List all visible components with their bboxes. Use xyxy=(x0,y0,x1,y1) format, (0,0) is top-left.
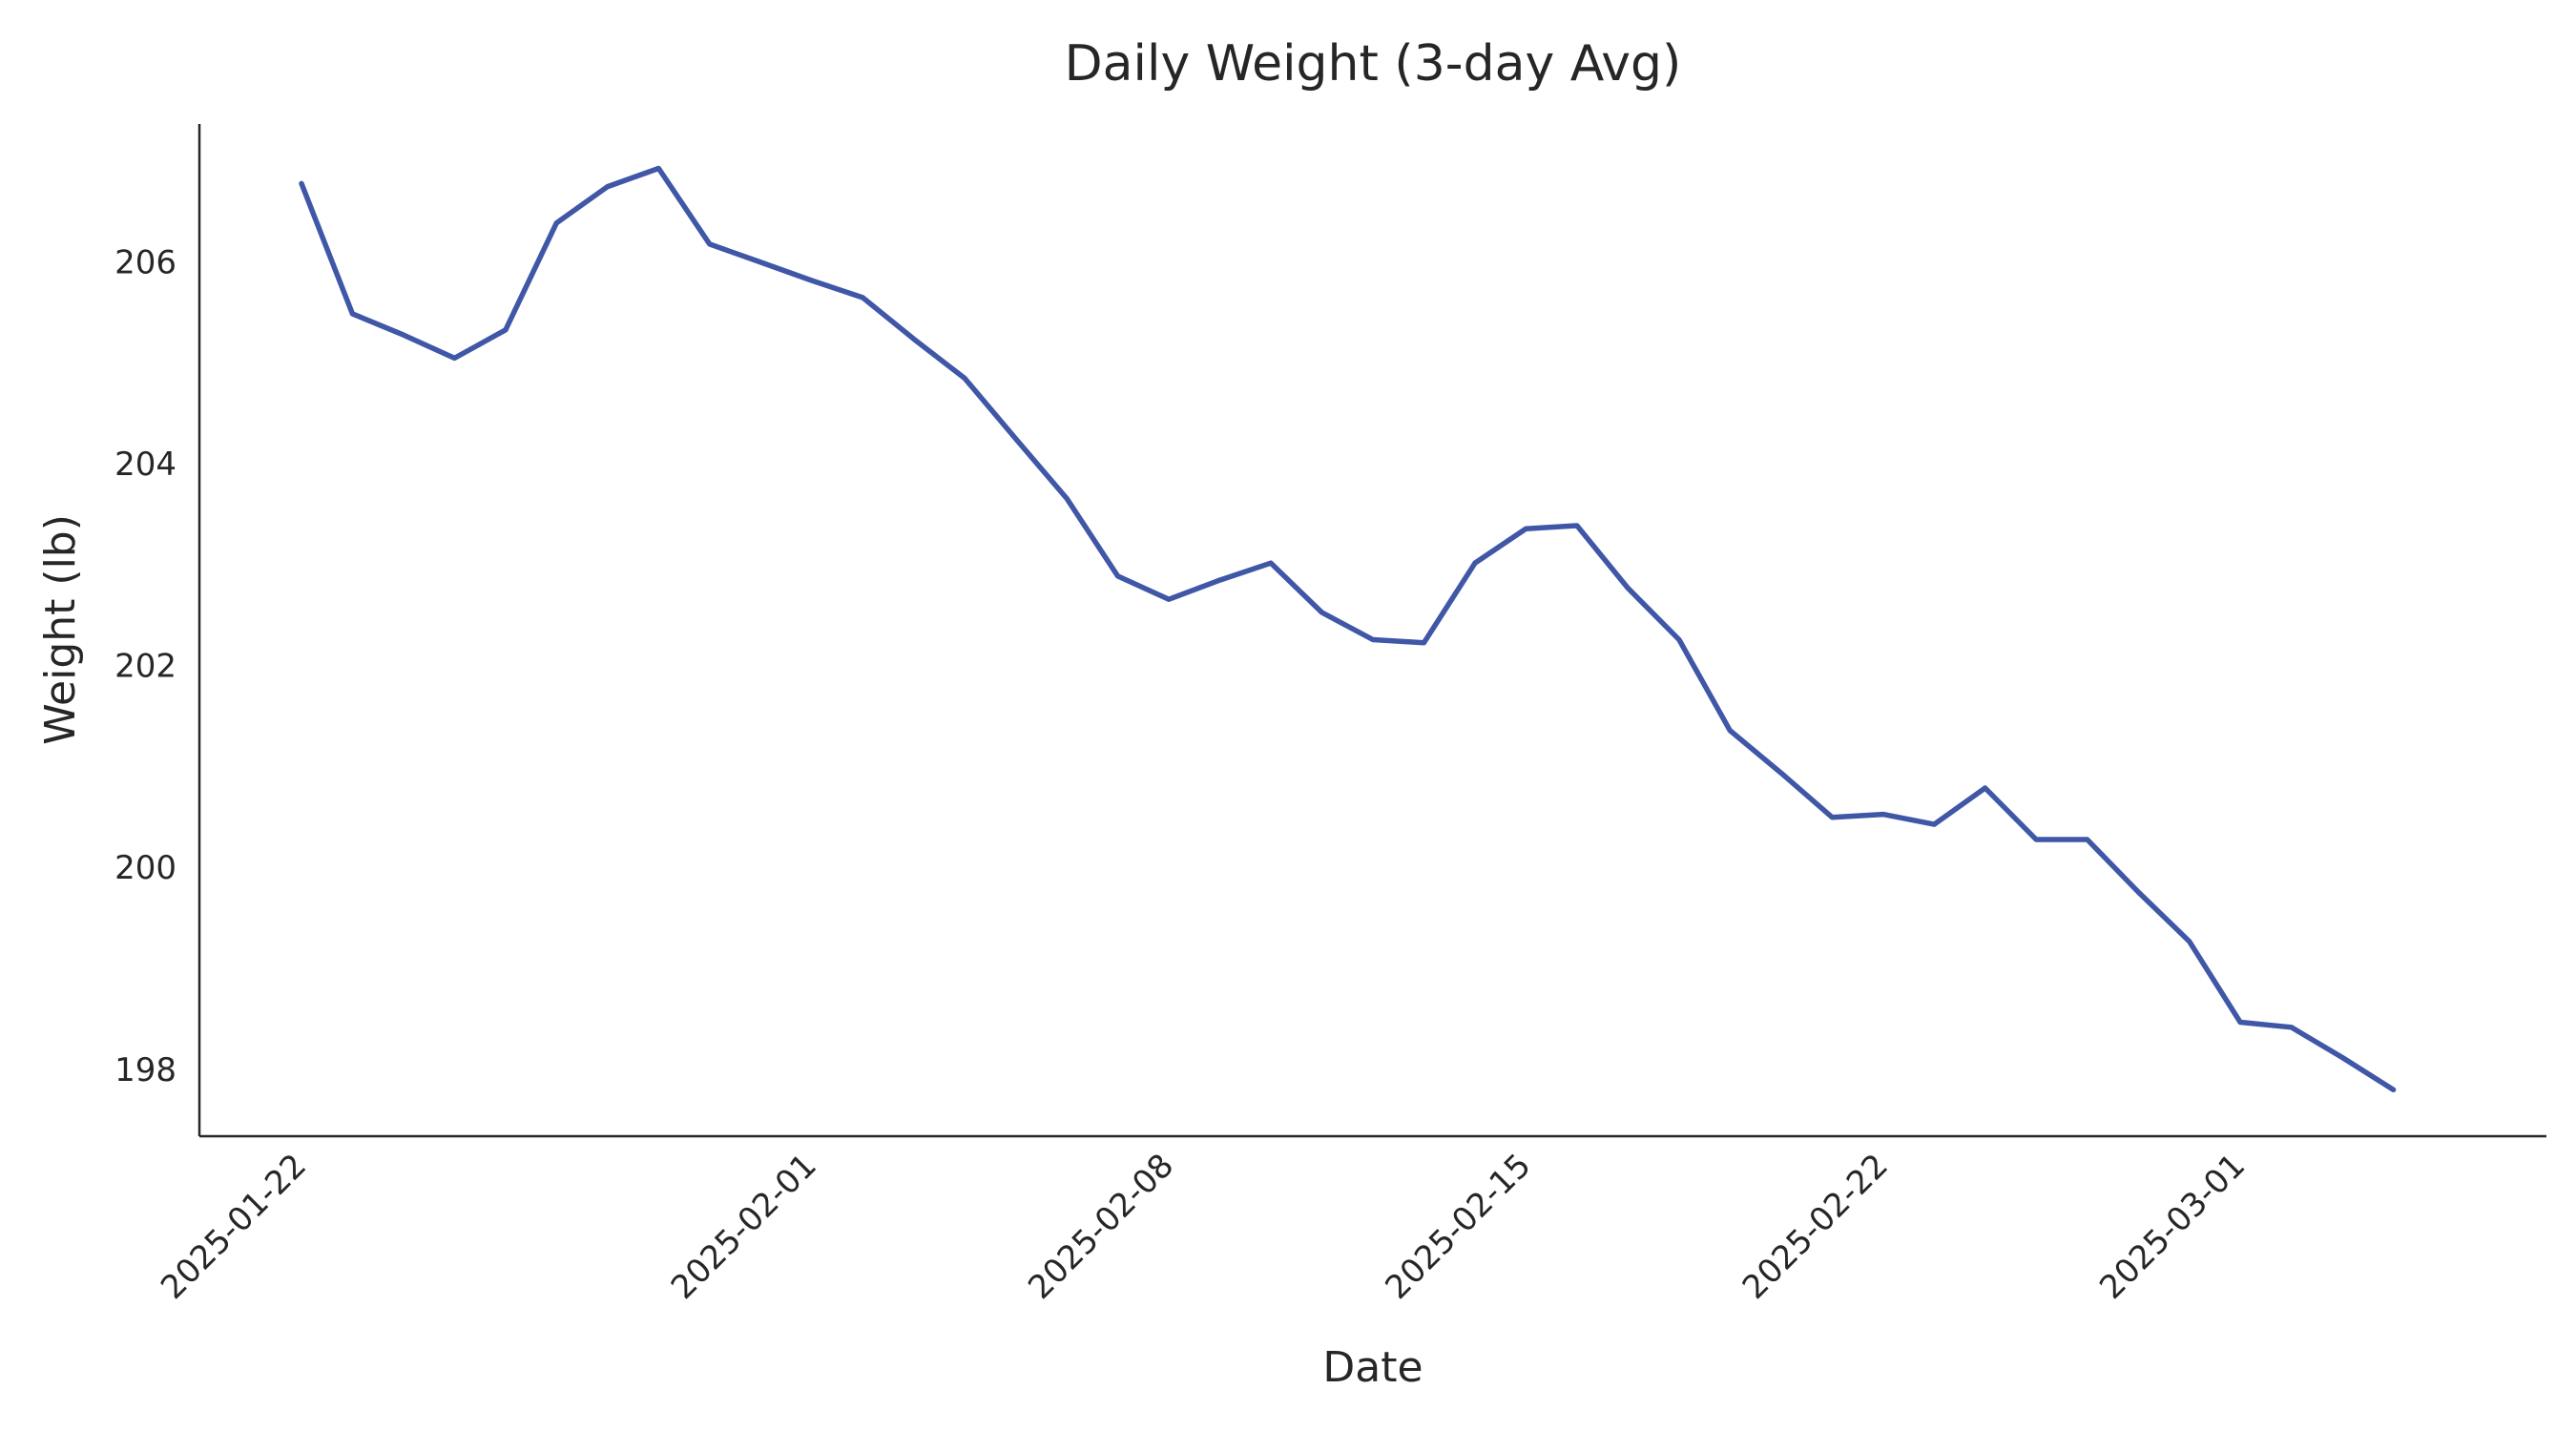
y-axis-label: Weight (lb) xyxy=(36,514,85,745)
x-tick-label: 2025-02-01 xyxy=(664,1147,824,1307)
x-tick-label: 2025-03-01 xyxy=(2092,1147,2253,1307)
x-tick-label: 2025-01-22 xyxy=(154,1147,314,1307)
y-tick-label: 202 xyxy=(114,648,177,686)
data-line xyxy=(299,165,2397,1093)
y-tick-label: 200 xyxy=(114,849,177,887)
y-tick-label: 206 xyxy=(114,244,177,282)
x-tick-label: 2025-02-08 xyxy=(1021,1147,1181,1307)
x-axis-label: Date xyxy=(1322,1343,1423,1392)
x-tick-label: 2025-02-15 xyxy=(1379,1147,1539,1307)
y-tick-label: 204 xyxy=(114,446,177,484)
y-tick-label: 198 xyxy=(114,1051,177,1089)
x-tick-label: 2025-02-22 xyxy=(1735,1147,1896,1307)
chart-title: Daily Weight (3-day Avg) xyxy=(1065,35,1682,93)
